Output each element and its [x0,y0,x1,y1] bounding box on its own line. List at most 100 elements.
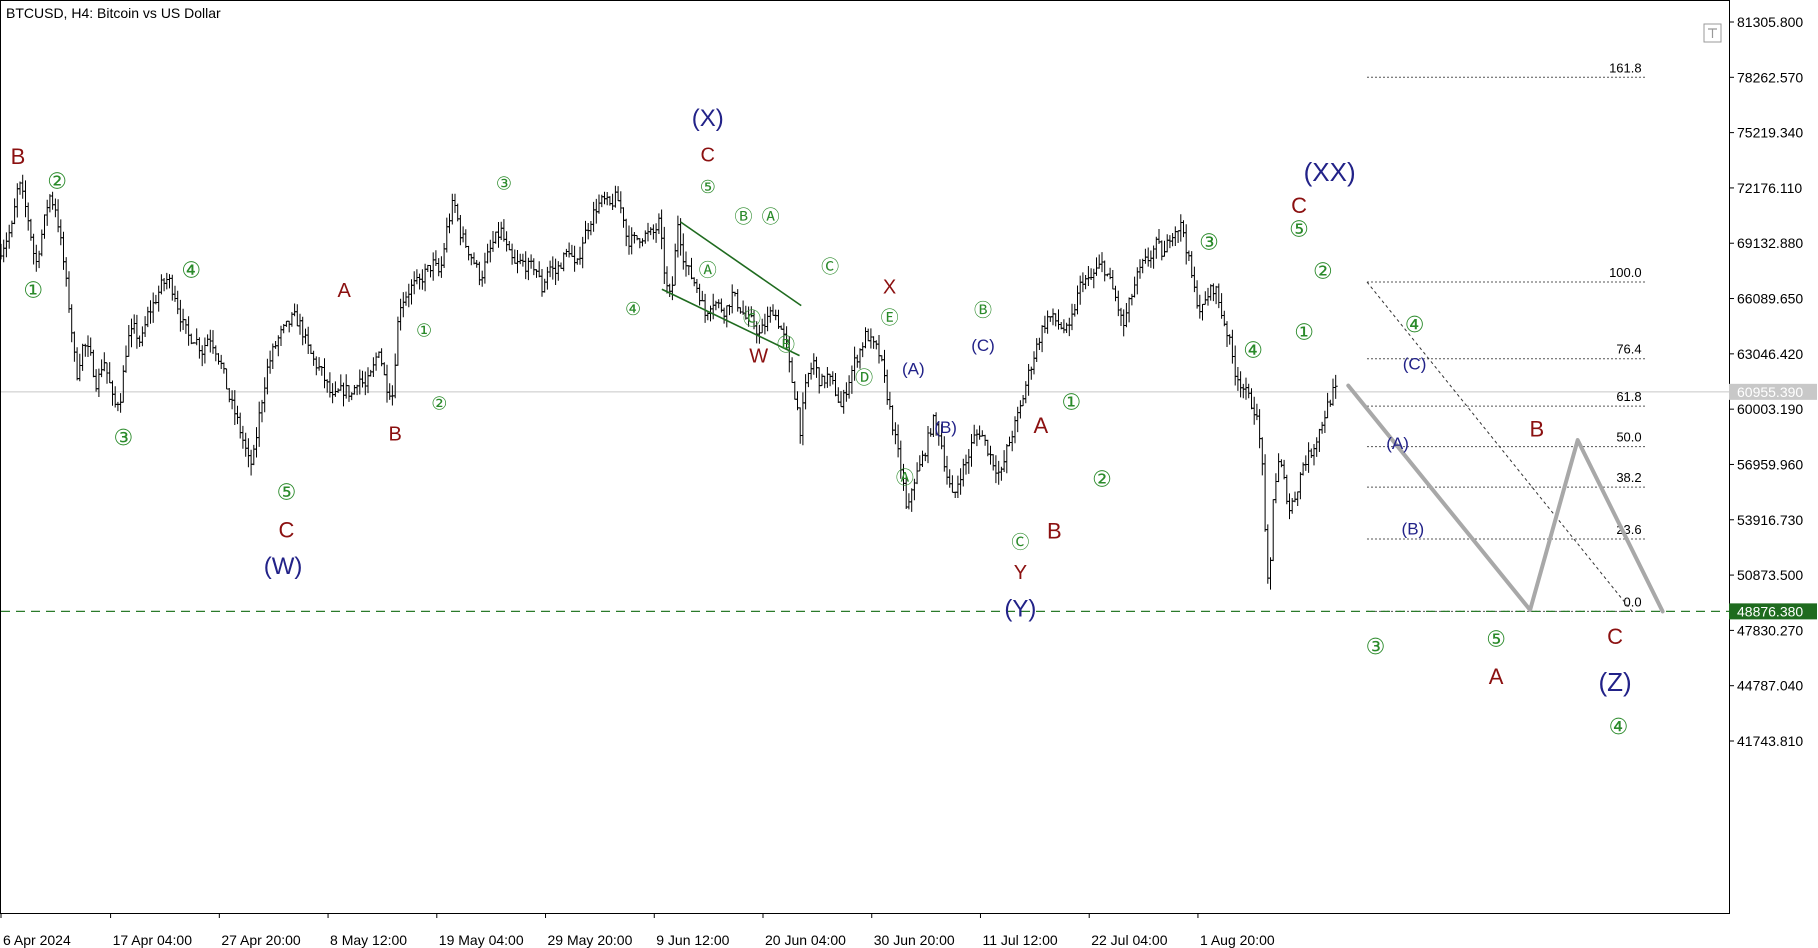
wave-label: W [749,346,768,368]
trend-line [1366,281,1633,612]
channel-line [680,221,802,307]
wave-label: B [388,424,401,446]
current-price-tag-box [1729,383,1817,400]
template-icon-glyph[interactable] [1708,28,1717,38]
wave-label: Y [1014,562,1027,584]
wave-label: ① [23,279,43,304]
fib-level-label: 38.2 [1616,470,1641,485]
fib-level-label: 50.0 [1616,430,1641,445]
y-tick-label: 66089.650 [1737,291,1803,307]
wave-label: (B) [934,418,957,437]
x-tick-label: 17 Apr 04:00 [113,932,193,948]
y-tick-label: 69132.880 [1737,235,1803,251]
wave-label: ③ [496,173,512,194]
x-axis: 6 Apr 2024 17 Apr 04:00 27 Apr 20:00 8 May … [0,913,1275,948]
wave-label: ⑤ [700,177,716,198]
y-axis: 81305.800 78262.570 75219.340 72176.110 6913… [1729,14,1803,749]
wave-label: ④ [181,259,201,284]
wave-label: ② [1313,259,1333,284]
wave-label: A [1489,664,1504,689]
x-tick-label: 30 Jun 20:00 [874,932,955,948]
wave-label: (C) [1403,354,1427,373]
wave-label: (XX) [1304,157,1356,187]
template-icon[interactable] [1703,23,1722,43]
wave-label: Ⓑ [734,207,752,228]
support-price-tag-box [1729,603,1817,620]
support-price-tag-label: 48876.380 [1737,603,1803,619]
wave-label: ② [431,393,447,414]
wave-label: ④ [1243,339,1263,364]
y-tick-label: 56959.960 [1737,456,1803,472]
x-tick-label: 27 Apr 20:00 [221,932,301,948]
wave-label: C [1291,193,1307,218]
wave-label: (B) [1402,520,1425,539]
wave-label: C [278,518,294,543]
wave-label: (A) [902,360,925,379]
wave-label: (A) [1386,434,1409,453]
wave-label: ② [47,170,67,195]
wave-label: ⑤ [277,480,297,505]
wave-label: (Z) [1598,667,1631,697]
x-tick-label: 19 May 04:00 [439,932,524,948]
x-tick-label: 6 Apr 2024 [3,932,71,948]
price-tags: 60955.390 48876.380 [1729,383,1817,620]
x-tick-label: 8 May 12:00 [330,932,407,948]
wave-label: (C) [971,336,995,355]
wave-label: A [1033,413,1048,438]
y-tick-label: 44787.040 [1737,678,1803,694]
drawings [661,221,1665,614]
x-tick-label: 1 Aug 20:00 [1200,932,1275,948]
wave-label: Ⓐ [762,207,780,228]
wave-label: B [1530,417,1545,442]
wave-label: Ⓒ [743,309,761,330]
wave-label: ③ [1199,230,1219,255]
y-tick-label: 75219.340 [1737,125,1803,141]
chart-title: BTCUSD, H4: Bitcoin vs US Dollar [6,5,221,21]
wave-label: Ⓑ [777,335,795,356]
x-tick-label: 22 Jul 04:00 [1091,932,1167,948]
wave-label: Ⓐ [896,468,914,489]
x-tick-label: 9 Jun 12:00 [656,932,729,948]
fib-level-label: 100.0 [1609,265,1642,280]
wave-label: ⑤ [1289,218,1309,243]
wave-label: ③ [113,426,133,451]
axes: BTCUSD, H4: Bitcoin vs US Dollar [0,0,1730,914]
wave-label: ③ [1366,635,1386,660]
x-tick-label: 20 Jun 04:00 [765,932,846,948]
wave-label: Ⓐ [699,261,717,282]
fib-level-label: 76.4 [1616,342,1641,357]
wave-label: ④ [1609,715,1629,740]
wave-label: ④ [625,299,641,320]
y-tick-label: 63046.420 [1737,346,1803,362]
y-tick-label: 50873.500 [1737,567,1803,583]
wave-label: B [1047,518,1062,543]
y-tick-label: 60003.190 [1737,401,1803,417]
y-tick-label: 72176.110 [1737,180,1802,196]
wave-label: C [1607,624,1623,649]
y-tick-label: 81305.800 [1737,14,1803,30]
projection-path [1346,383,1665,614]
wave-label: ⑤ [1486,628,1506,653]
wave-label: (X) [692,105,724,132]
wave-label: Ⓒ [1011,532,1029,553]
y-tick-label: 78262.570 [1737,69,1803,85]
price-bar [1333,374,1338,399]
fib-level-label: 0.0 [1624,594,1642,609]
plot-frame [0,0,1730,914]
y-tick-label: 47830.270 [1737,622,1803,638]
y-tick-label: 41743.810 [1737,733,1803,749]
wave-label: Ⓔ [881,308,899,329]
fib-level-label: 61.8 [1616,389,1641,404]
wave-label: ① [416,321,432,342]
wave-label: B [11,144,26,169]
y-tick-label: 53916.730 [1737,512,1803,528]
fib-level-label: 161.8 [1609,60,1642,75]
current-price-tag-label: 60955.390 [1737,384,1803,400]
wave-label: X [883,276,896,298]
wave-label: (W) [264,553,303,580]
wave-label: C [701,145,715,167]
wave-label: ④ [1405,313,1425,338]
wave-label: (Y) [1004,596,1036,623]
